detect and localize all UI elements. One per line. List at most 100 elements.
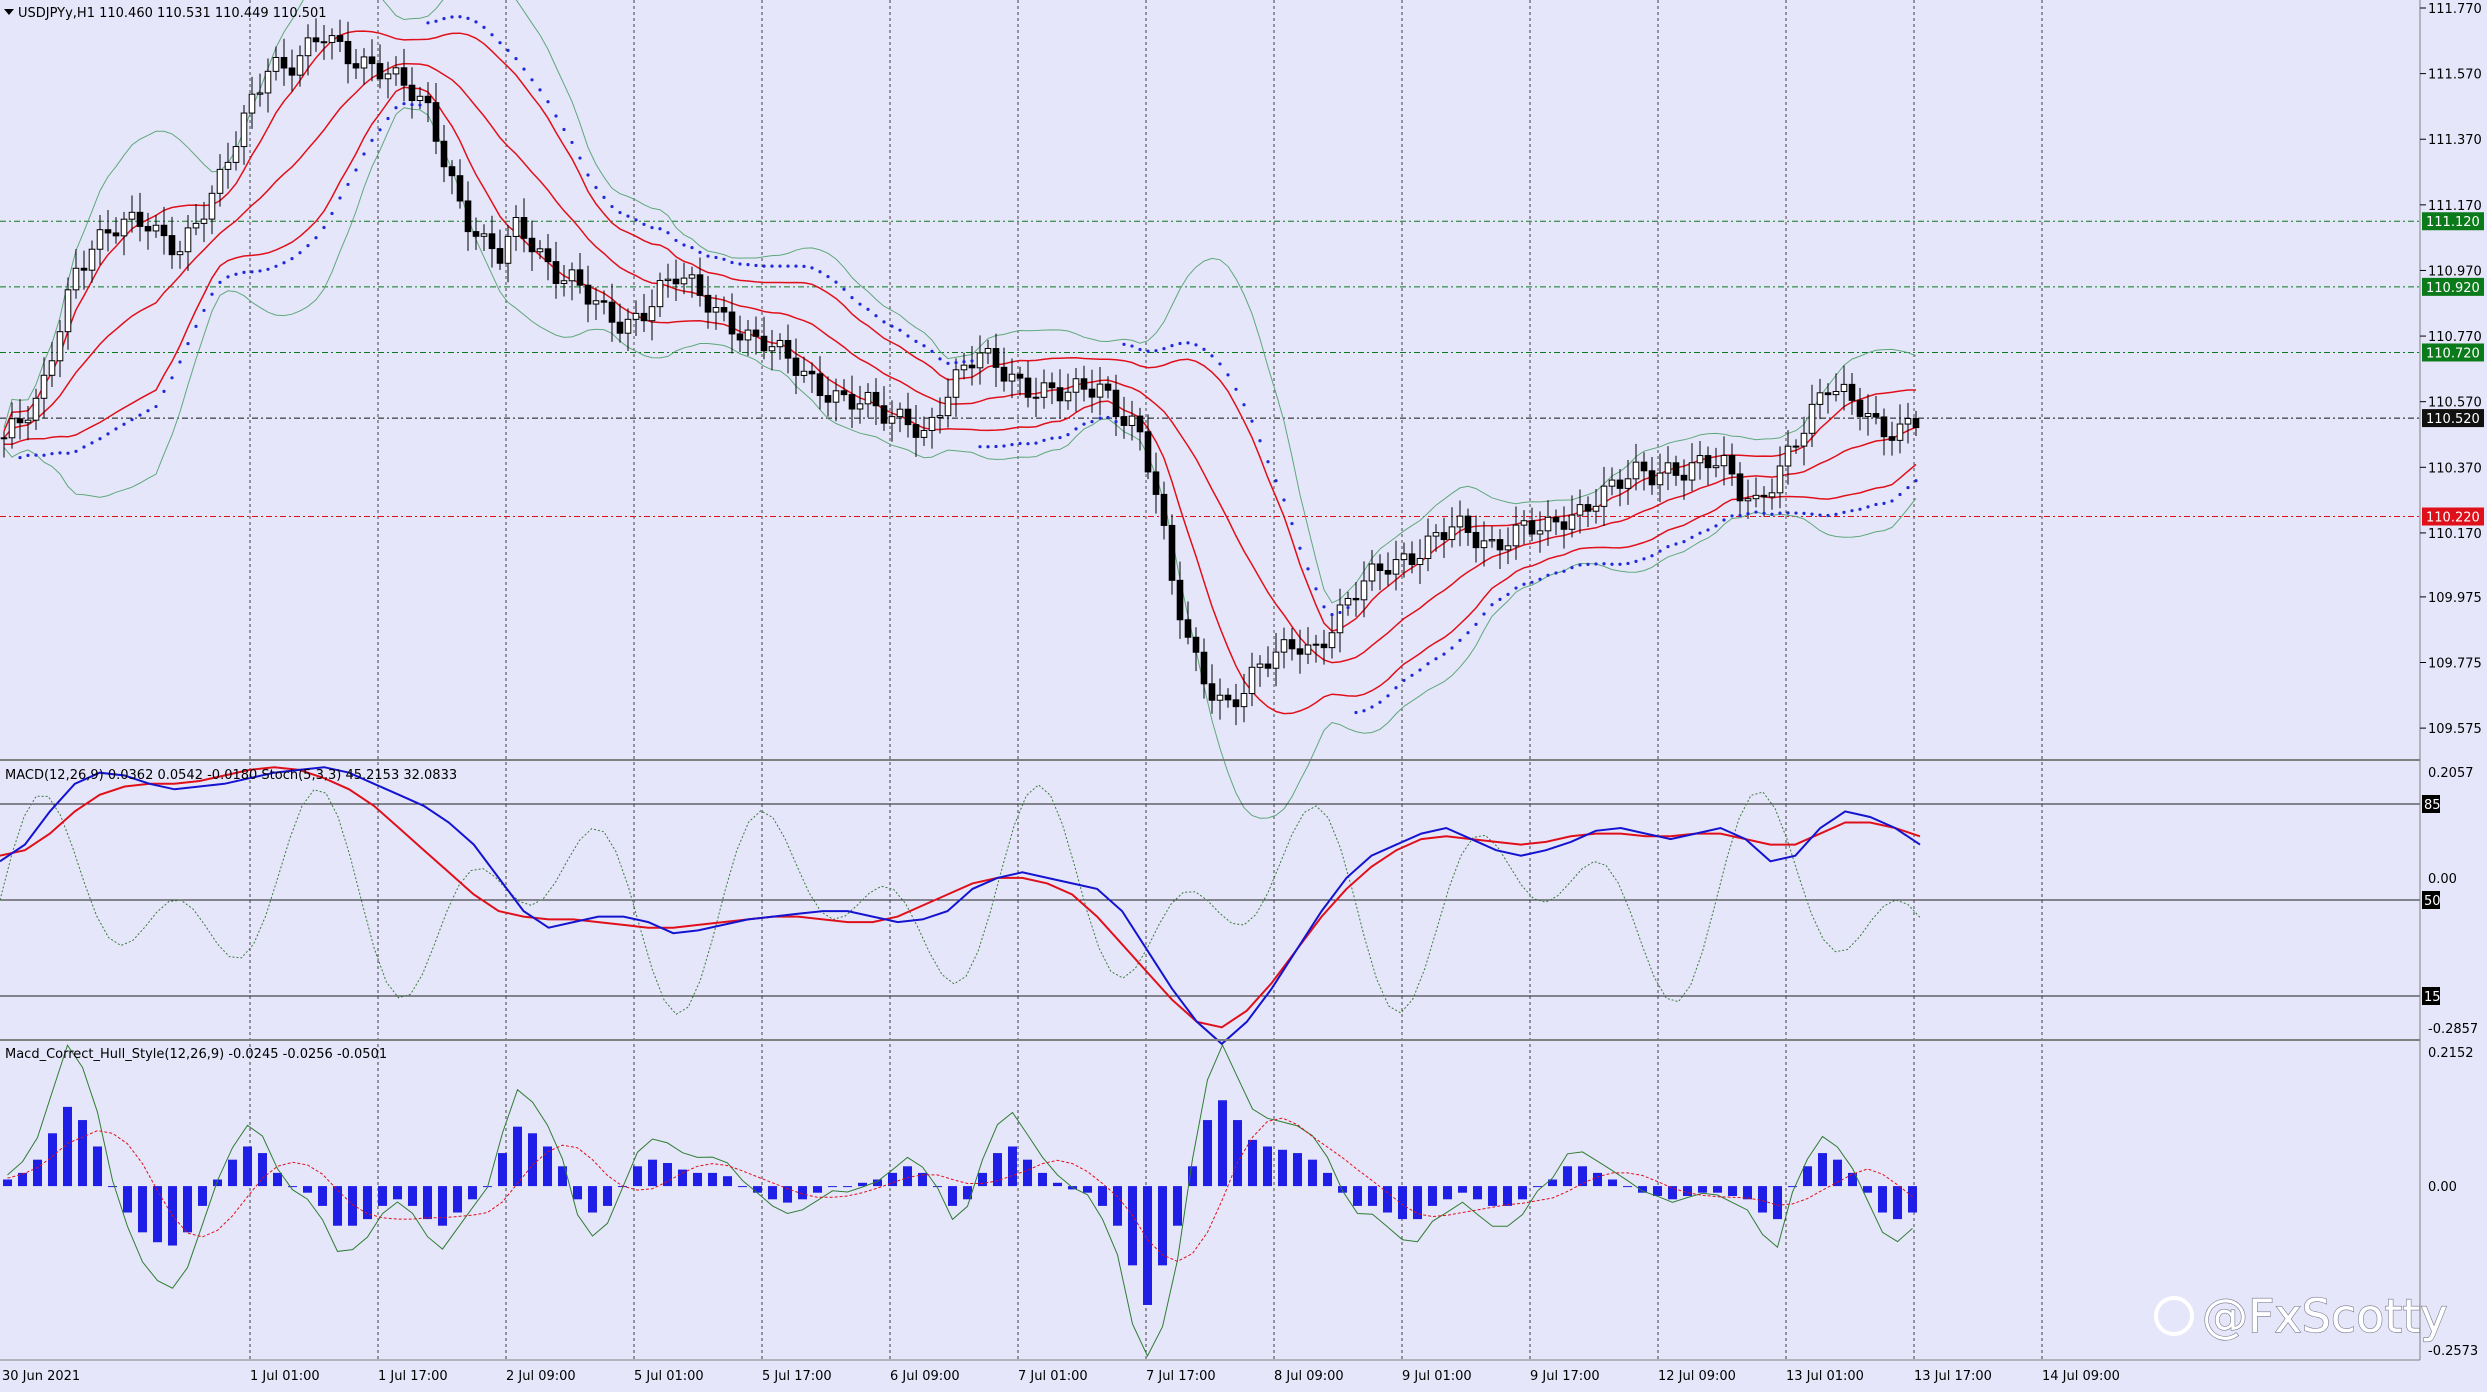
sar-dot (954, 361, 958, 365)
hull-histogram-bar (873, 1179, 882, 1187)
candle-body (0, 437, 8, 440)
sar-dot (802, 264, 806, 269)
hull-histogram-bar (138, 1186, 147, 1233)
sar-dot (866, 307, 870, 311)
candle-body (1416, 557, 1424, 565)
sar-dot (1594, 562, 1598, 566)
candle-body (1640, 461, 1648, 472)
candle-body (1024, 377, 1032, 398)
time-tick-label: 5 Jul 01:00 (634, 1369, 704, 1384)
sar-dot (194, 324, 198, 328)
sar-dot (546, 100, 550, 104)
candle-body (104, 229, 112, 234)
hull-histogram-bar (423, 1186, 432, 1220)
candle-body (848, 394, 856, 410)
candle-body (1152, 471, 1160, 495)
sar-dot (514, 57, 518, 61)
macd-tick-label: 0.00 (2428, 872, 2457, 887)
macd-panel[interactable]: 85 50 15 0.2057 0.00 -0.2857 (0, 766, 2478, 1046)
hull-histogram-bar (498, 1153, 507, 1187)
sar-dot (1218, 362, 1222, 366)
candle-body (936, 415, 944, 418)
candle-body (128, 211, 136, 220)
hull-signal-line (7, 1117, 1913, 1262)
hull-histogram-bar (843, 1186, 852, 1188)
candle-body (568, 269, 576, 282)
candle-body (424, 95, 432, 104)
candle-body (472, 231, 480, 237)
sar-dot (850, 296, 854, 300)
candle-body (88, 248, 96, 271)
candle-body (1496, 539, 1504, 551)
sar-dot (594, 185, 598, 190)
price-tick-label: 110.370 (2428, 461, 2482, 476)
candle-body (1208, 683, 1216, 701)
sar-dot (898, 328, 902, 332)
sar-dot (410, 102, 414, 107)
sar-dot (282, 261, 286, 265)
hull-histogram-bar (558, 1166, 567, 1187)
hull-histogram-bar (438, 1186, 447, 1226)
sar-dot (538, 88, 542, 92)
hull-histogram-bar (1593, 1172, 1602, 1187)
sar-dot (314, 236, 318, 240)
candle-body (152, 224, 160, 232)
sar-dot (330, 211, 334, 216)
sar-dot (466, 16, 470, 20)
hull-panel[interactable]: 0.2152 0.00 -0.2573 (3, 1043, 2478, 1359)
sar-dot (778, 264, 782, 268)
sar-dot (1066, 433, 1070, 437)
candle-body (1384, 569, 1392, 575)
hull-histogram-bar (1608, 1179, 1617, 1187)
hull-histogram-bar (183, 1186, 192, 1233)
candle-body (48, 360, 56, 376)
candle-body (1312, 643, 1320, 646)
sar-dot (834, 280, 838, 284)
candle-body (1336, 604, 1344, 634)
candle-body (1104, 383, 1112, 391)
sar-dot (210, 292, 214, 296)
candle-body (1784, 445, 1792, 467)
candle-body (584, 284, 592, 305)
sar-dot (242, 270, 246, 274)
sar-dot (1266, 460, 1270, 464)
sar-dot (170, 376, 174, 380)
candle-body (872, 391, 880, 407)
price-tick-label: 110.170 (2428, 527, 2482, 542)
candle-body (1064, 391, 1072, 402)
candle-body (1576, 504, 1584, 516)
hull-histogram-bar (3, 1179, 12, 1187)
candle-body (240, 112, 248, 148)
price-axis[interactable]: 111.770 111.570 111.370 111.170 110.970 110.7… (2420, 2, 2482, 737)
sar-dot (938, 357, 942, 361)
sar-dot (1698, 531, 1702, 535)
candle-body (1616, 479, 1624, 489)
sar-dot (1714, 524, 1718, 528)
sar-dot (274, 264, 278, 268)
time-axis[interactable]: 30 Jun 2021 1 Jul 01:00 1 Jul 17:00 2 Jul 0… (2, 1369, 2120, 1384)
candle-body (1136, 415, 1144, 433)
sar-dot (234, 272, 238, 276)
sar-dot (1226, 373, 1230, 377)
time-tick-label: 6 Jul 09:00 (890, 1369, 960, 1384)
candlesticks[interactable] (0, 18, 1920, 726)
hull-histogram-bar (1743, 1186, 1752, 1200)
candle-body (120, 218, 128, 237)
sar-dot (506, 48, 510, 52)
candle-body (1848, 383, 1856, 401)
bollinger-middle (3, 62, 1917, 664)
sar-dot (1434, 657, 1438, 661)
hull-histogram-bar (1698, 1186, 1707, 1193)
dropdown-triangle-icon[interactable] (4, 9, 14, 15)
candle-body (1184, 619, 1192, 638)
sar-dot (1034, 441, 1038, 445)
hull-histogram-bar (1503, 1186, 1512, 1206)
hull-histogram-bar (1218, 1100, 1227, 1187)
candle-body (1264, 663, 1272, 669)
candle-body (192, 222, 200, 229)
candle-body (480, 233, 488, 237)
sar-dot (1506, 592, 1510, 596)
sar-dot (1746, 512, 1750, 516)
hull-histogram-bar (33, 1159, 42, 1187)
